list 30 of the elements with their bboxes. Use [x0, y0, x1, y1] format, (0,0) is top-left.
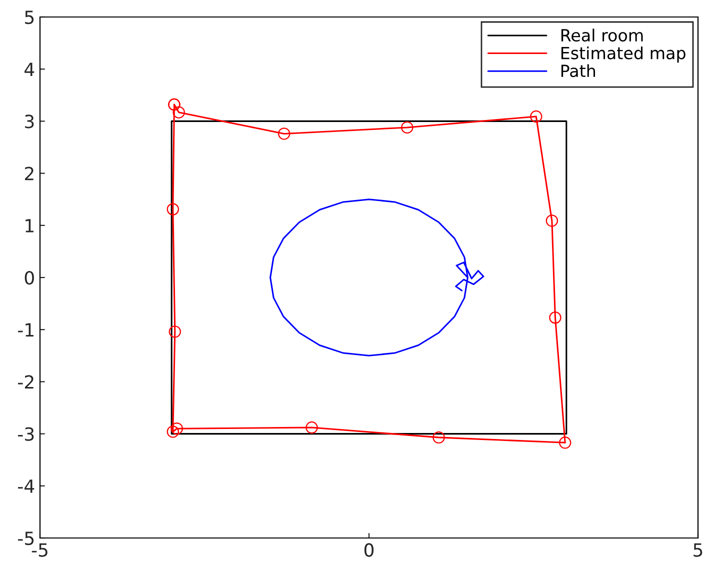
point	[530, 110, 542, 123]
y-tick-label: -3	[18, 427, 34, 441]
point	[546, 214, 558, 227]
point	[558, 436, 572, 449]
point	[549, 312, 562, 324]
legend-label: Path	[561, 64, 596, 78]
point	[166, 203, 180, 216]
y-tick-label: 5	[25, 10, 34, 24]
legend-label: Real room	[561, 28, 643, 42]
point	[168, 326, 181, 338]
y-tick-label: 2	[24, 166, 34, 180]
point	[170, 422, 183, 435]
y-tick-label: 0	[24, 270, 34, 285]
line-series	[270, 198, 484, 356]
x-tick-label: 0	[364, 543, 374, 557]
y-tick-label: 3	[25, 114, 34, 128]
y-tick-label: -2	[18, 375, 34, 389]
y-tick-label: -5	[18, 532, 34, 546]
x-tick-label: 5	[694, 543, 702, 557]
point	[172, 106, 185, 118]
y-tick-label: 1	[26, 219, 34, 232]
point	[306, 421, 318, 434]
y-tick-label: -1	[18, 323, 34, 336]
point	[166, 426, 180, 438]
point	[401, 121, 414, 134]
point	[432, 431, 445, 444]
y-tick-label: -4	[18, 480, 34, 493]
point	[278, 128, 290, 140]
legend-label: Estimated map	[561, 46, 686, 63]
y-tick-label: 4	[24, 62, 34, 76]
